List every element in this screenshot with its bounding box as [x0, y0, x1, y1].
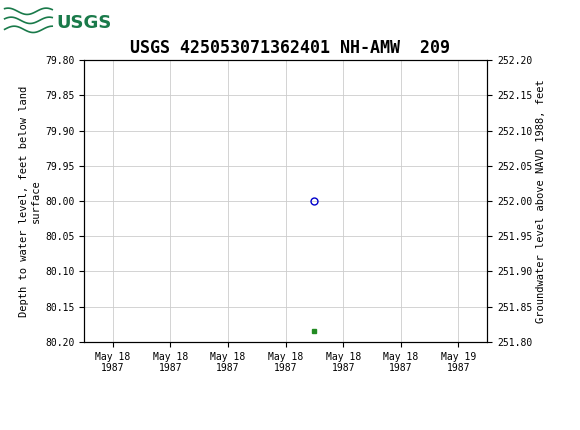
FancyBboxPatch shape — [3, 3, 93, 42]
Text: USGS: USGS — [57, 14, 112, 31]
Y-axis label: Depth to water level, feet below land
surface: Depth to water level, feet below land su… — [19, 86, 41, 316]
Y-axis label: Groundwater level above NAVD 1988, feet: Groundwater level above NAVD 1988, feet — [536, 79, 546, 323]
Text: USGS 425053071362401 NH-AMW  209: USGS 425053071362401 NH-AMW 209 — [130, 39, 450, 57]
